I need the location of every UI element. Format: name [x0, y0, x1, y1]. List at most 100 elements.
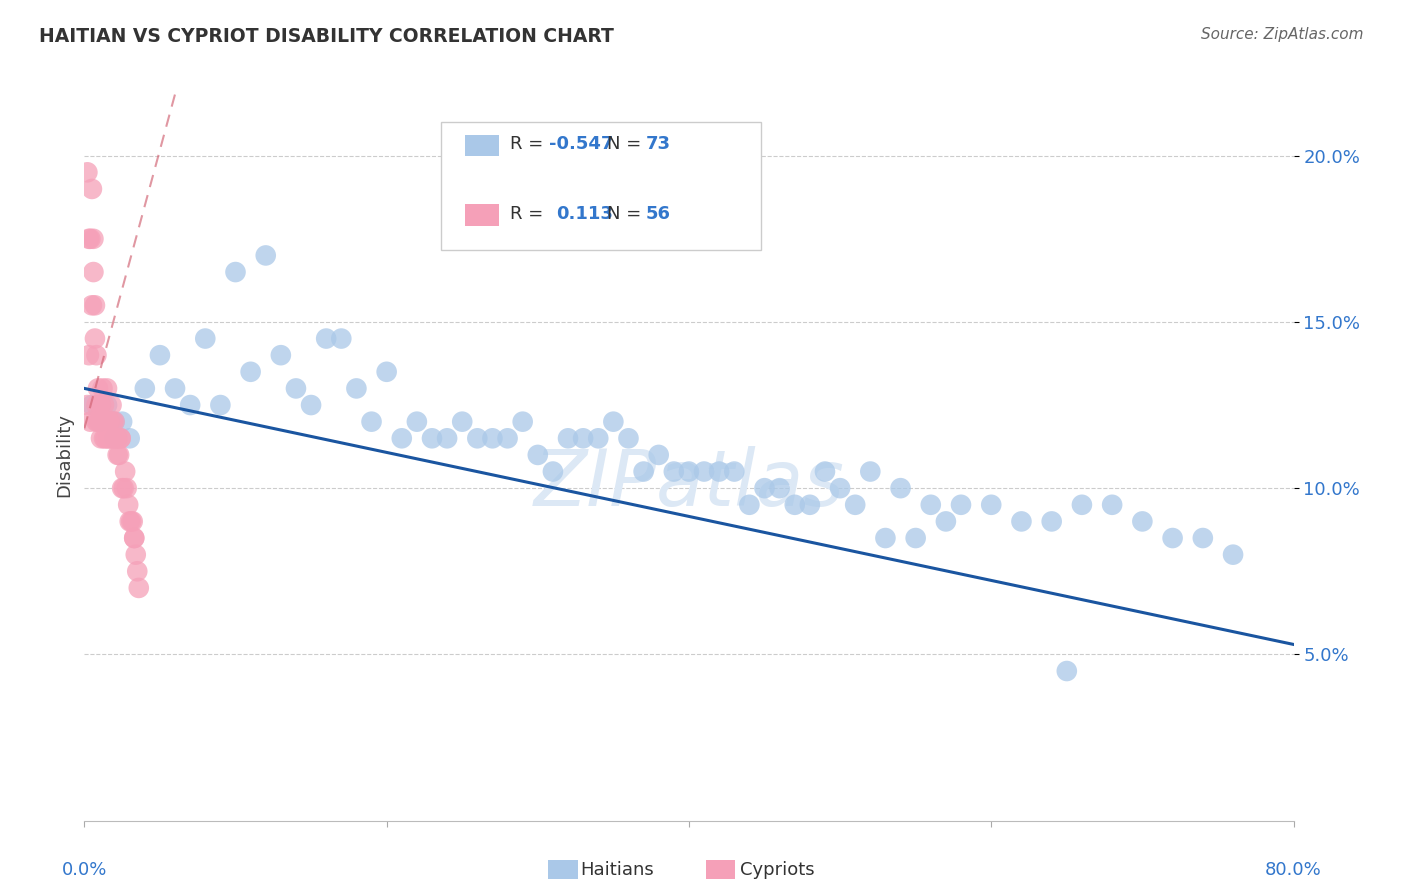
Point: [541, 465, 564, 479]
Point: [844, 498, 866, 512]
Point: [617, 431, 640, 445]
Text: 80.0%: 80.0%: [1265, 861, 1322, 879]
Point: [602, 415, 624, 429]
Point: [97, 415, 120, 429]
Point: [87, 381, 110, 395]
Point: [406, 415, 429, 429]
Point: [108, 448, 131, 462]
Point: [346, 381, 368, 395]
Point: [1056, 664, 1078, 678]
Point: [127, 564, 149, 578]
Point: [82, 265, 104, 279]
Point: [209, 398, 232, 412]
Point: [114, 465, 136, 479]
Point: [134, 381, 156, 395]
Point: [754, 481, 776, 495]
Point: [96, 398, 118, 412]
Point: [89, 398, 111, 412]
Point: [360, 415, 382, 429]
Text: Source: ZipAtlas.com: Source: ZipAtlas.com: [1201, 27, 1364, 42]
Point: [588, 431, 610, 445]
Text: Haitians: Haitians: [581, 861, 654, 879]
Text: R =: R =: [510, 135, 548, 153]
FancyBboxPatch shape: [441, 122, 762, 250]
Point: [76, 165, 98, 179]
Point: [1040, 515, 1063, 529]
Point: [935, 515, 957, 529]
Point: [111, 481, 134, 495]
Point: [115, 481, 138, 495]
Text: R =: R =: [510, 204, 555, 222]
Text: 73: 73: [645, 135, 671, 153]
Point: [875, 531, 897, 545]
Point: [814, 465, 837, 479]
Point: [86, 348, 108, 362]
Point: [723, 465, 745, 479]
Point: [118, 515, 141, 529]
Point: [125, 548, 148, 562]
Point: [950, 498, 973, 512]
Point: [104, 431, 127, 445]
Point: [100, 398, 122, 412]
Point: [1130, 515, 1153, 529]
Point: [77, 232, 100, 246]
Point: [633, 465, 655, 479]
Point: [80, 298, 103, 312]
Point: [87, 415, 110, 429]
Point: [122, 531, 145, 545]
Point: [89, 415, 111, 429]
Point: [86, 398, 108, 412]
Point: [165, 381, 187, 395]
Point: [830, 481, 852, 495]
Point: [97, 431, 120, 445]
Point: [783, 498, 806, 512]
Text: 56: 56: [645, 204, 671, 222]
Point: [315, 332, 337, 346]
Point: [91, 415, 114, 429]
Point: [97, 431, 120, 445]
Point: [391, 431, 413, 445]
Point: [512, 415, 534, 429]
Point: [299, 398, 322, 412]
Point: [420, 431, 443, 445]
Point: [79, 232, 101, 246]
Point: [100, 431, 122, 445]
Point: [859, 465, 882, 479]
Point: [122, 531, 145, 545]
Point: [82, 232, 104, 246]
Point: [91, 381, 114, 395]
Point: [451, 415, 474, 429]
Point: [76, 398, 98, 412]
Point: [94, 431, 117, 445]
Point: [96, 415, 118, 429]
Text: 0.113: 0.113: [555, 204, 613, 222]
Point: [79, 415, 101, 429]
Text: HAITIAN VS CYPRIOT DISABILITY CORRELATION CHART: HAITIAN VS CYPRIOT DISABILITY CORRELATIO…: [39, 27, 614, 45]
Point: [1101, 498, 1123, 512]
Point: [80, 398, 103, 412]
Point: [769, 481, 792, 495]
Point: [1222, 548, 1244, 562]
Point: [93, 398, 115, 412]
Point: [330, 332, 353, 346]
Point: [149, 348, 172, 362]
Point: [104, 415, 127, 429]
Point: [270, 348, 292, 362]
Point: [375, 365, 398, 379]
Point: [496, 431, 519, 445]
Point: [1161, 531, 1184, 545]
Point: [120, 515, 142, 529]
Point: [557, 431, 579, 445]
Point: [104, 431, 127, 445]
Point: [84, 332, 107, 346]
Point: [110, 431, 132, 445]
Y-axis label: Disability: Disability: [55, 413, 73, 497]
Point: [648, 448, 671, 462]
Point: [709, 465, 731, 479]
Point: [84, 298, 107, 312]
Point: [107, 448, 129, 462]
Point: [128, 581, 150, 595]
Point: [481, 431, 503, 445]
Point: [111, 415, 134, 429]
Point: [80, 182, 103, 196]
